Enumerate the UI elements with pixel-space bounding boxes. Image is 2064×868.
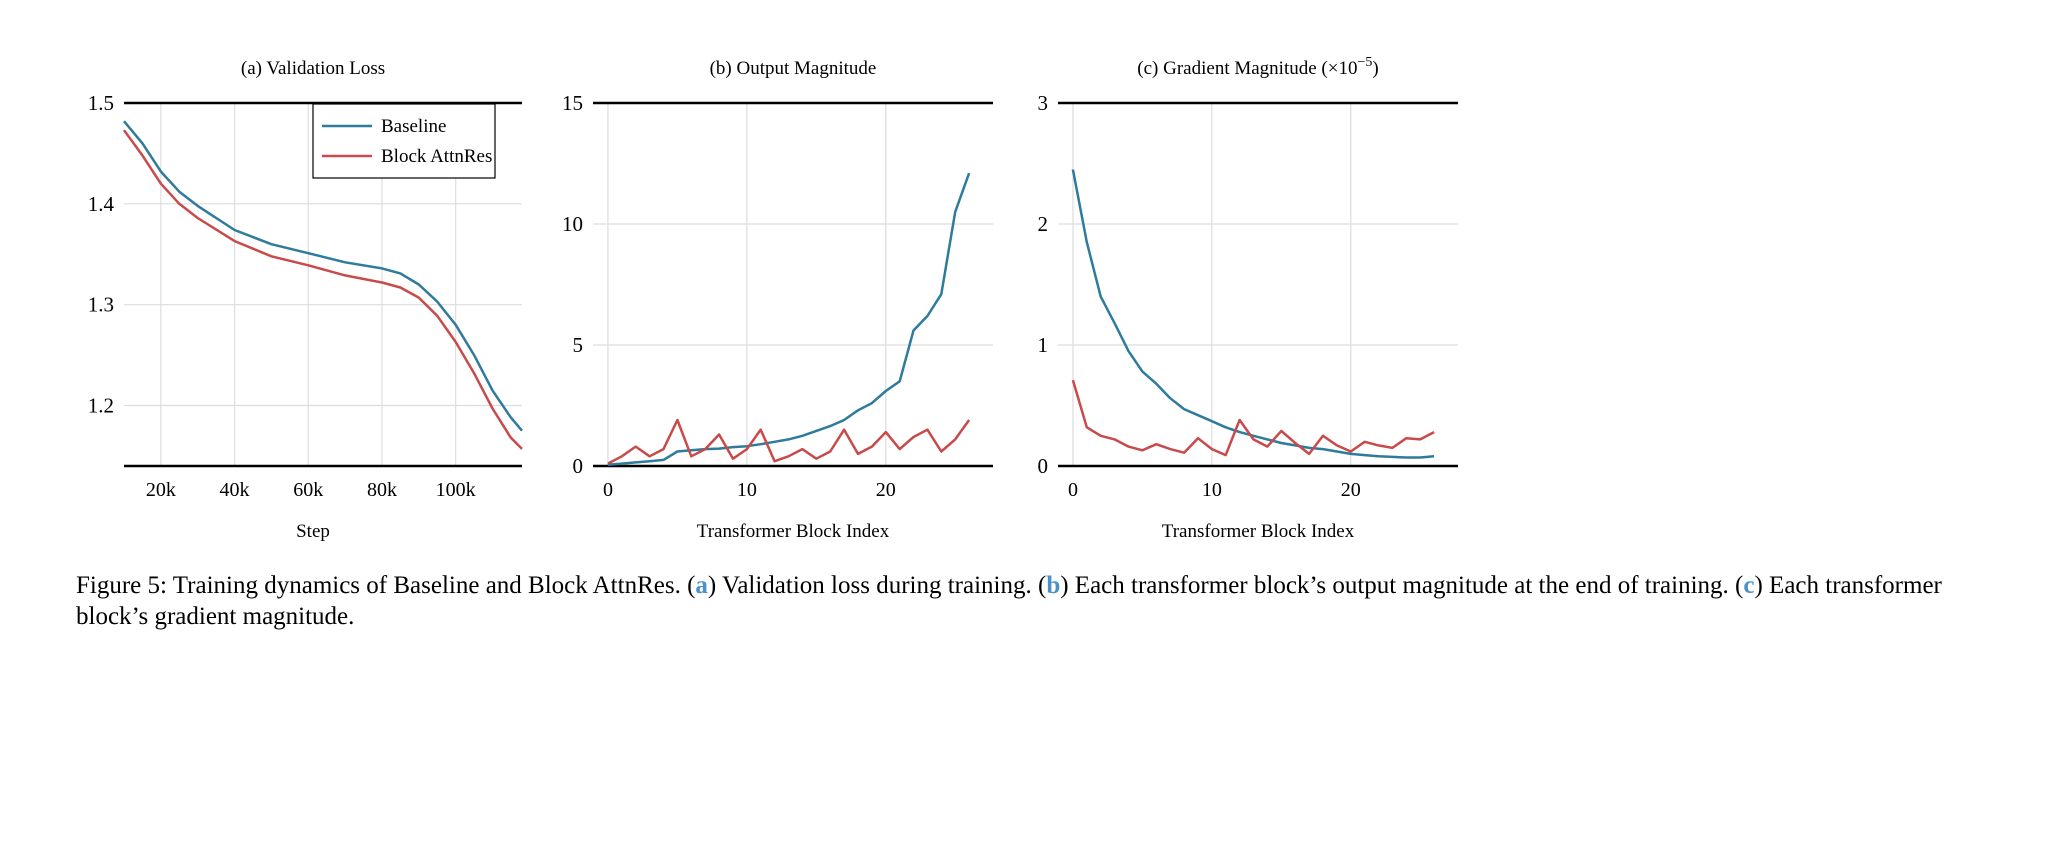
y-tick-label: 5 — [573, 333, 584, 357]
x-tick-label: 40k — [220, 479, 250, 501]
x-axis-label: Step — [296, 521, 330, 542]
caption-ref-b[interactable]: b — [1046, 572, 1061, 599]
x-tick-label: 0 — [1068, 479, 1078, 501]
x-axis-label: Transformer Block Index — [1162, 521, 1355, 542]
caption-ref-c[interactable]: c — [1743, 572, 1755, 599]
x-tick-label: 20k — [146, 479, 176, 501]
y-tick-label: 1.4 — [88, 192, 115, 216]
y-tick-label: 2 — [1038, 212, 1049, 236]
series-line-baseline — [607, 172, 971, 467]
x-tick-label: 10 — [1202, 479, 1222, 501]
y-tick-label: 1.3 — [88, 293, 114, 317]
x-tick-label: 100k — [436, 479, 476, 501]
y-tick-label: 1 — [1038, 333, 1049, 357]
chart-title: (c) Gradient Magnitude (×10−5) — [1137, 55, 1378, 79]
legend: Baseline Block AttnRes — [312, 103, 496, 179]
chart-panel-1: 20k 40k 60k 80k 100k 1.2 1.3 1.4 1.5 (a) Validati… — [88, 58, 523, 542]
figure-caption: Figure 5: Training dynamics of Baseline … — [76, 570, 1976, 632]
y-tick-label: 1.5 — [88, 91, 114, 115]
caption-ref-a[interactable]: a — [695, 572, 708, 599]
caption-text: ) Each transformer block’s gradient magn… — [76, 572, 1942, 630]
x-tick-label: 60k — [293, 479, 323, 501]
chart-panel-2: 0 10 20 0 5 10 15 (b) Output Magnitude Transform… — [562, 58, 993, 542]
series-line-block-attnres — [1071, 379, 1435, 457]
x-tick-label: 0 — [603, 479, 613, 501]
y-tick-label: 1.2 — [88, 394, 114, 418]
y-tick-label: 3 — [1038, 91, 1049, 115]
chart-title: (a) Validation Loss — [241, 58, 385, 79]
x-axis-label: Transformer Block Index — [697, 521, 890, 542]
caption-text: ) Validation loss during training. ( — [707, 572, 1047, 599]
series-line-baseline — [1071, 169, 1435, 459]
series-line-block-attnres — [607, 418, 971, 465]
legend-label: Block AttnRes — [381, 146, 492, 167]
x-tick-label: 20 — [876, 479, 896, 501]
y-tick-label: 10 — [562, 212, 583, 236]
caption-text: Figure 5: Training dynamics of Baseline … — [76, 572, 696, 599]
legend-box — [312, 103, 496, 179]
x-tick-label: 20 — [1341, 479, 1361, 501]
series-line-block-attnres — [122, 129, 523, 450]
y-tick-label: 0 — [573, 454, 584, 478]
chart-panel-3: 0 10 20 0 1 2 3 (c) Gradient Magnitude (×10−5) T… — [1038, 55, 1458, 542]
chart-title: (b) Output Magnitude — [710, 58, 877, 79]
x-tick-label: 80k — [367, 479, 397, 501]
caption-text: ) Each transformer block’s output magnit… — [1060, 572, 1744, 599]
y-tick-label: 0 — [1038, 454, 1049, 478]
legend-label: Baseline — [381, 116, 446, 137]
x-tick-label: 10 — [737, 479, 757, 501]
series-line-baseline — [123, 120, 523, 432]
y-tick-label: 15 — [562, 91, 583, 115]
